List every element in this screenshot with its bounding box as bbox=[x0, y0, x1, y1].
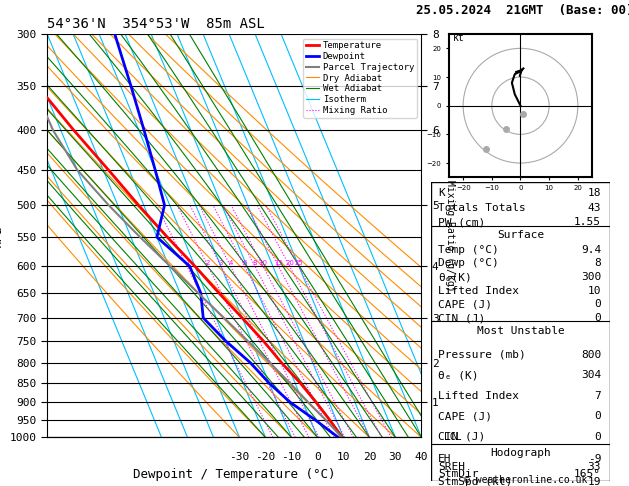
Text: StmSpd (kt): StmSpd (kt) bbox=[438, 477, 512, 486]
Text: 2: 2 bbox=[206, 260, 210, 266]
Text: CIN (J): CIN (J) bbox=[438, 313, 486, 323]
Text: 33: 33 bbox=[587, 462, 601, 472]
Text: 0: 0 bbox=[594, 299, 601, 310]
Text: 1: 1 bbox=[185, 260, 189, 266]
Text: 6: 6 bbox=[242, 260, 247, 266]
Text: 0: 0 bbox=[314, 451, 321, 462]
Text: 8: 8 bbox=[594, 259, 601, 268]
Text: Hodograph: Hodograph bbox=[490, 448, 551, 458]
Text: -9: -9 bbox=[587, 454, 601, 464]
Text: Dewpoint / Temperature (°C): Dewpoint / Temperature (°C) bbox=[133, 468, 335, 481]
Text: θₑ(K): θₑ(K) bbox=[438, 272, 472, 282]
Text: -10: -10 bbox=[281, 451, 301, 462]
Legend: Temperature, Dewpoint, Parcel Trajectory, Dry Adiabat, Wet Adiabat, Isotherm, Mi: Temperature, Dewpoint, Parcel Trajectory… bbox=[303, 38, 417, 118]
Text: 300: 300 bbox=[581, 272, 601, 282]
Text: LCL: LCL bbox=[444, 433, 462, 442]
Text: -30: -30 bbox=[230, 451, 250, 462]
Text: 800: 800 bbox=[581, 350, 601, 360]
Text: Most Unstable: Most Unstable bbox=[477, 326, 564, 336]
Text: 30: 30 bbox=[389, 451, 402, 462]
Text: θₑ (K): θₑ (K) bbox=[438, 370, 479, 380]
Text: 0: 0 bbox=[594, 313, 601, 323]
Text: 304: 304 bbox=[581, 370, 601, 380]
Text: 19: 19 bbox=[587, 477, 601, 486]
Text: 0: 0 bbox=[594, 411, 601, 421]
Text: 20: 20 bbox=[363, 451, 376, 462]
Y-axis label: Mixing Ratio (g/kg): Mixing Ratio (g/kg) bbox=[445, 180, 455, 292]
Text: 15: 15 bbox=[274, 260, 283, 266]
Text: 9.4: 9.4 bbox=[581, 245, 601, 255]
Text: Dewp (°C): Dewp (°C) bbox=[438, 259, 499, 268]
Text: 8: 8 bbox=[253, 260, 257, 266]
Text: CAPE (J): CAPE (J) bbox=[438, 411, 492, 421]
Text: 4: 4 bbox=[228, 260, 233, 266]
Text: 25: 25 bbox=[294, 260, 303, 266]
Text: Lifted Index: Lifted Index bbox=[438, 286, 519, 295]
Text: SREH: SREH bbox=[438, 462, 465, 472]
Text: 7: 7 bbox=[594, 391, 601, 400]
Text: Temp (°C): Temp (°C) bbox=[438, 245, 499, 255]
Text: Pressure (mb): Pressure (mb) bbox=[438, 350, 526, 360]
Text: 54°36'N  354°53'W  85m ASL: 54°36'N 354°53'W 85m ASL bbox=[47, 17, 265, 32]
Text: Surface: Surface bbox=[497, 230, 544, 240]
Text: CAPE (J): CAPE (J) bbox=[438, 299, 492, 310]
Text: kt: kt bbox=[453, 33, 465, 43]
Text: 10: 10 bbox=[337, 451, 350, 462]
Text: 43: 43 bbox=[587, 203, 601, 213]
Text: 25.05.2024  21GMT  (Base: 00): 25.05.2024 21GMT (Base: 00) bbox=[416, 4, 629, 17]
Text: 20: 20 bbox=[285, 260, 294, 266]
Text: 0: 0 bbox=[594, 432, 601, 441]
Text: 1.55: 1.55 bbox=[574, 217, 601, 227]
Text: Totals Totals: Totals Totals bbox=[438, 203, 526, 213]
Text: © weatheronline.co.uk: © weatheronline.co.uk bbox=[464, 475, 587, 485]
Text: CIN (J): CIN (J) bbox=[438, 432, 486, 441]
Text: EH: EH bbox=[438, 454, 452, 464]
Text: 10: 10 bbox=[259, 260, 267, 266]
Text: PW (cm): PW (cm) bbox=[438, 217, 486, 227]
Text: 165°: 165° bbox=[574, 469, 601, 479]
Text: 10: 10 bbox=[587, 286, 601, 295]
Text: -20: -20 bbox=[255, 451, 276, 462]
Text: Lifted Index: Lifted Index bbox=[438, 391, 519, 400]
Text: StmDir: StmDir bbox=[438, 469, 479, 479]
Text: 40: 40 bbox=[415, 451, 428, 462]
Text: K: K bbox=[438, 188, 445, 198]
Y-axis label: hPa: hPa bbox=[0, 225, 4, 247]
Text: 3: 3 bbox=[219, 260, 223, 266]
Text: 18: 18 bbox=[587, 188, 601, 198]
